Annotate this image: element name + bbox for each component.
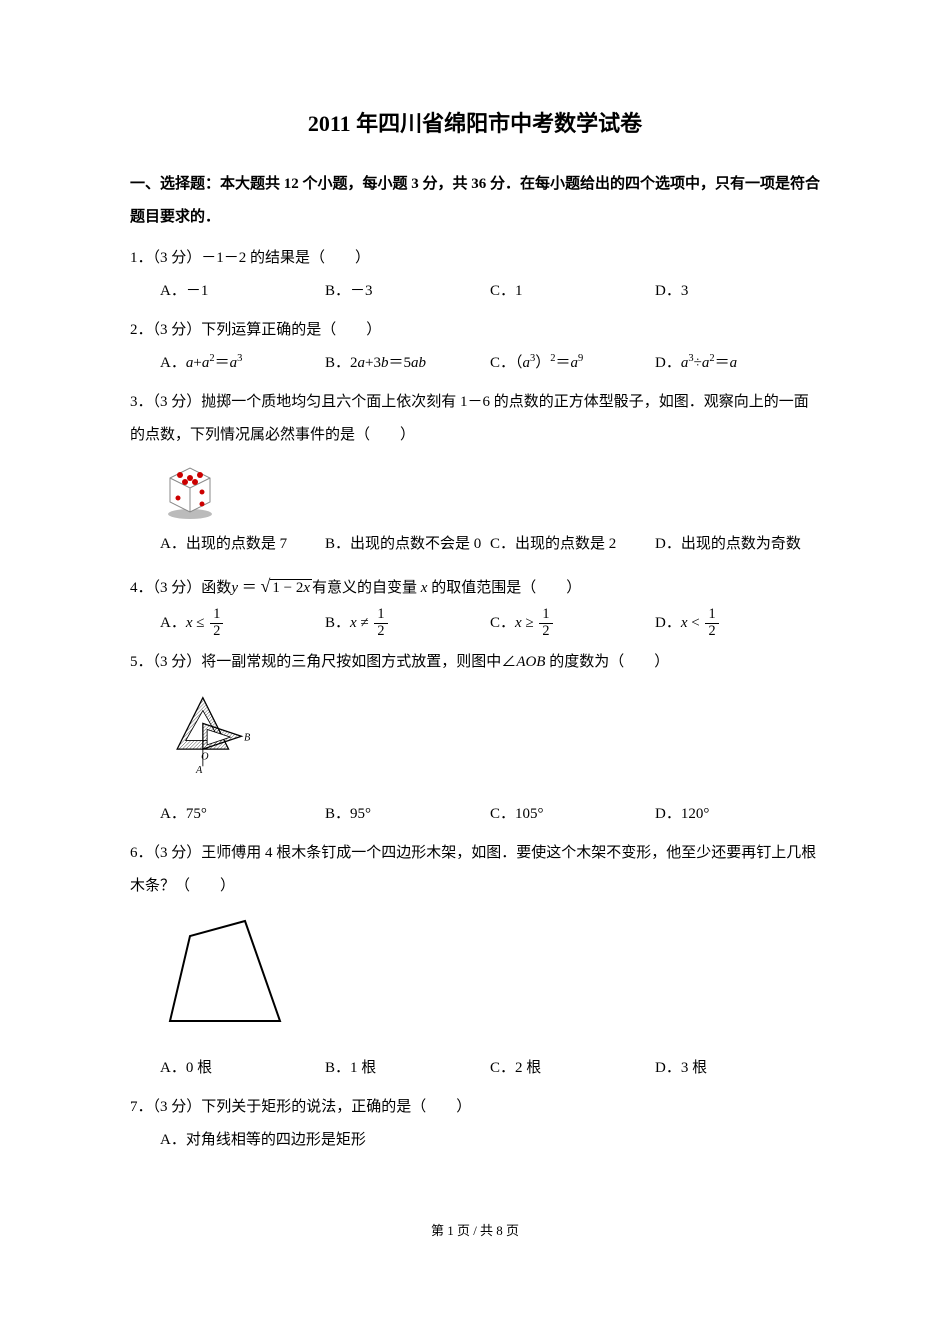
question-4: 4．（3 分）函数y ＝ √1 − 2x有意义的自变量 x 的取值范围是（ ） …	[130, 567, 820, 640]
option-a: A．75°	[160, 798, 325, 831]
question-text: 1．（3 分）－1－2 的结果是（ ）	[130, 242, 820, 275]
option-c: C．1	[490, 275, 655, 308]
options: A．a+a2＝a3 B．2a+3b＝5ab C．（a3）2＝a9 D．a3÷a2…	[130, 347, 820, 380]
svg-text:A: A	[195, 765, 203, 776]
page-footer: 第 1 页 / 共 8 页	[130, 1217, 820, 1246]
option-d: D．出现的点数为奇数	[655, 528, 820, 561]
option-c: C．出现的点数是 2	[490, 528, 655, 561]
exam-title: 2011 年四川省绵阳市中考数学试卷	[130, 100, 820, 148]
options: A．x ≤ 12 B．x ≠ 12 C．x ≥ 12 D．x < 12	[130, 607, 820, 640]
option-b: B．2a+3b＝5ab	[325, 347, 490, 380]
question-1: 1．（3 分）－1－2 的结果是（ ） A．－1 B．－3 C．1 D．3	[130, 242, 820, 308]
q-number: 6．（3 分）	[130, 845, 201, 861]
option-d: D．3 根	[655, 1052, 820, 1085]
question-3: 3．（3 分）抛掷一个质地均匀且六个面上依次刻有 1－6 的点数的正方体型骰子，…	[130, 386, 820, 561]
option-b: B．x ≠ 12	[325, 607, 490, 640]
question-text: 6．（3 分）王师傅用 4 根木条钉成一个四边形木架，如图．要使这个木架不变形，…	[130, 837, 820, 903]
option-b: B．－3	[325, 275, 490, 308]
question-6: 6．（3 分）王师傅用 4 根木条钉成一个四边形木架，如图．要使这个木架不变形，…	[130, 837, 820, 1085]
q-number: 5．（3 分）	[130, 654, 201, 670]
option-b: B．1 根	[325, 1052, 490, 1085]
question-5: 5．（3 分）将一副常规的三角尺按如图方式放置，则图中∠AOB 的度数为（ ） …	[130, 646, 820, 831]
option-d: D．a3÷a2＝a	[655, 347, 820, 380]
options: A．75° B．95° C．105° D．120°	[130, 798, 820, 831]
quadrilateral-figure	[130, 911, 820, 1044]
triangle-figure: O B A	[130, 687, 820, 790]
options: A．0 根 B．1 根 C．2 根 D．3 根	[130, 1052, 820, 1085]
option-c: C．（a3）2＝a9	[490, 347, 655, 380]
options: A．－1 B．－3 C．1 D．3	[130, 275, 820, 308]
option-a: A．对角线相等的四边形是矩形	[130, 1124, 820, 1157]
option-c: C．105°	[490, 798, 655, 831]
quadrilateral-icon	[160, 911, 300, 1031]
options: A．出现的点数是 7 B．出现的点数不会是 0 C．出现的点数是 2 D．出现的…	[130, 528, 820, 561]
option-b: B．出现的点数不会是 0	[325, 528, 490, 561]
question-text: 7．（3 分）下列关于矩形的说法，正确的是（ ）	[130, 1091, 820, 1124]
option-b: B．95°	[325, 798, 490, 831]
question-text: 3．（3 分）抛掷一个质地均匀且六个面上依次刻有 1－6 的点数的正方体型骰子，…	[130, 386, 820, 452]
question-text: 2．（3 分）下列运算正确的是（ ）	[130, 314, 820, 347]
question-2: 2．（3 分）下列运算正确的是（ ） A．a+a2＝a3 B．2a+3b＝5ab…	[130, 314, 820, 380]
option-d: D．x < 12	[655, 607, 820, 640]
option-c: C．2 根	[490, 1052, 655, 1085]
option-a: A．－1	[160, 275, 325, 308]
option-c: C．x ≥ 12	[490, 607, 655, 640]
question-7: 7．（3 分）下列关于矩形的说法，正确的是（ ） A．对角线相等的四边形是矩形	[130, 1091, 820, 1157]
option-d: D．3	[655, 275, 820, 308]
option-a: A．a+a2＝a3	[160, 347, 325, 380]
question-text: 5．（3 分）将一副常规的三角尺按如图方式放置，则图中∠AOB 的度数为（ ）	[130, 646, 820, 679]
q-number: 4．（3 分）	[130, 580, 201, 596]
q-number: 1．（3 分）	[130, 250, 201, 266]
option-a: A．出现的点数是 7	[160, 528, 325, 561]
option-d: D．120°	[655, 798, 820, 831]
option-a: A．x ≤ 12	[160, 607, 325, 640]
q-number: 2．（3 分）	[130, 322, 201, 338]
dice-figure	[130, 460, 820, 520]
section-header: 一、选择题：本大题共 12 个小题，每小题 3 分，共 36 分．在每小题给出的…	[130, 168, 820, 234]
option-a: A．0 根	[160, 1052, 325, 1085]
q-number: 3．（3 分）	[130, 394, 201, 410]
dice-icon	[160, 460, 220, 520]
svg-text:O: O	[201, 751, 209, 762]
q-number: 7．（3 分）	[130, 1099, 201, 1115]
triangle-ruler-icon: O B A	[160, 687, 280, 777]
svg-text:B: B	[244, 733, 251, 744]
question-text: 4．（3 分）函数y ＝ √1 − 2x有意义的自变量 x 的取值范围是（ ）	[130, 567, 820, 607]
